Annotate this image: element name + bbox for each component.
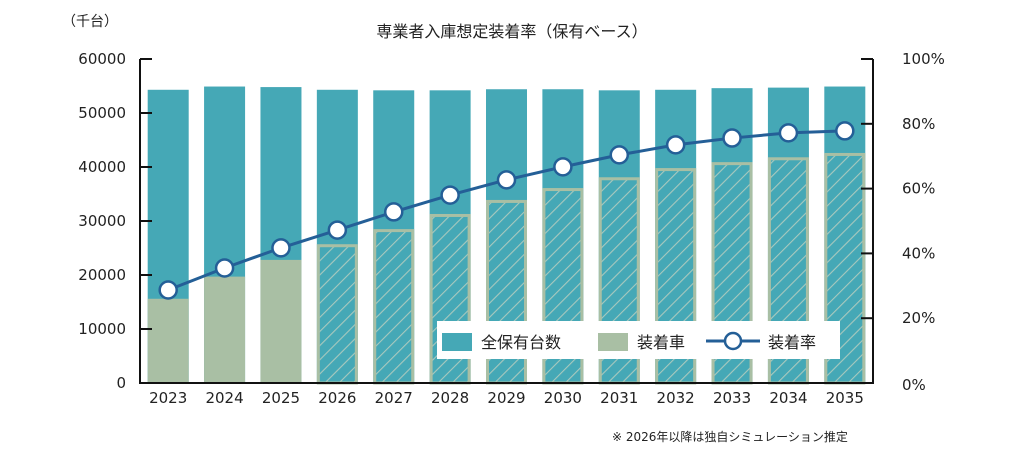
rate-point-2030 — [553, 157, 573, 177]
left-tick-label: 60000 — [78, 50, 126, 68]
rate-line-layer — [158, 121, 855, 300]
left-tick-label: 40000 — [78, 158, 126, 176]
rate-point-2027 — [383, 202, 404, 222]
x-tick-label: 2025 — [262, 389, 300, 407]
left-tick-label: 20000 — [78, 266, 126, 284]
x-tick-label: 2031 — [600, 389, 638, 407]
x-tick-label: 2033 — [713, 389, 751, 407]
legend-background — [437, 321, 840, 359]
rate-point-2023 — [158, 280, 178, 300]
x-tick-label: 2030 — [544, 389, 582, 407]
right-tick-label: 100% — [902, 50, 945, 68]
x-tick-label: 2026 — [318, 389, 356, 407]
bar-installed-2026 — [316, 244, 358, 385]
left-tick-label: 30000 — [78, 212, 126, 230]
right-tick-label: 40% — [902, 244, 935, 262]
legend-marker-rate — [723, 331, 743, 351]
rate-point-2024 — [214, 258, 235, 278]
x-tick-label: 2028 — [431, 389, 469, 407]
rate-point-2035 — [835, 121, 855, 141]
x-ticks: 2023 2024 2025 2026 2027 2028 2029 2030 2031 2032… — [149, 389, 864, 407]
rate-point-2025 — [271, 238, 291, 258]
rate-point-2034 — [778, 123, 799, 143]
legend-label-installed: 装着車 — [637, 333, 685, 352]
right-tick-label: 60% — [902, 180, 935, 198]
bar-installed-2023 — [147, 298, 189, 383]
legend-swatch-total — [442, 333, 472, 351]
rate-point-2029 — [496, 170, 517, 190]
right-tick-label: 20% — [902, 309, 935, 327]
right-tick-label: 80% — [902, 115, 935, 133]
right-ticks: 0% 20% 40% 60% 80% 100% — [861, 50, 945, 394]
left-ticks: 0 10000 20000 30000 40000 50000 60000 — [78, 50, 152, 392]
bar-installed-2024 — [204, 276, 246, 383]
rate-point-2032 — [665, 135, 686, 155]
left-tick-label: 0 — [116, 374, 126, 392]
left-tick-label: 10000 — [78, 320, 126, 338]
x-tick-label: 2029 — [487, 389, 525, 407]
legend: 全保有台数 装着車 装着率 — [437, 321, 840, 359]
left-tick-label: 50000 — [78, 104, 126, 122]
legend-swatch-installed — [598, 333, 628, 351]
rate-point-2033 — [722, 128, 742, 148]
right-tick-label: 0% — [902, 376, 926, 394]
bar-installed-2025 — [260, 259, 302, 383]
left-axis-unit: （千台） — [62, 14, 118, 30]
rate-point-2026 — [327, 220, 348, 240]
legend-label-rate: 装着率 — [768, 333, 816, 352]
x-tick-label: 2027 — [375, 389, 413, 407]
x-tick-label: 2035 — [826, 389, 864, 407]
rate-point-2028 — [440, 185, 460, 205]
bar-installed-2027 — [373, 229, 415, 385]
x-tick-label: 2024 — [205, 389, 243, 407]
chart-title: 専業者入庫想定装着率（保有ベース） — [376, 22, 647, 41]
footnote: ※ 2026年以降は独自シミュレーション推定 — [612, 429, 848, 444]
x-tick-label: 2023 — [149, 389, 187, 407]
bar-installed-2035 — [824, 152, 866, 385]
legend-label-total: 全保有台数 — [481, 333, 561, 352]
x-tick-label: 2032 — [657, 389, 695, 407]
x-tick-label: 2034 — [769, 389, 807, 407]
rate-point-2031 — [609, 145, 630, 165]
